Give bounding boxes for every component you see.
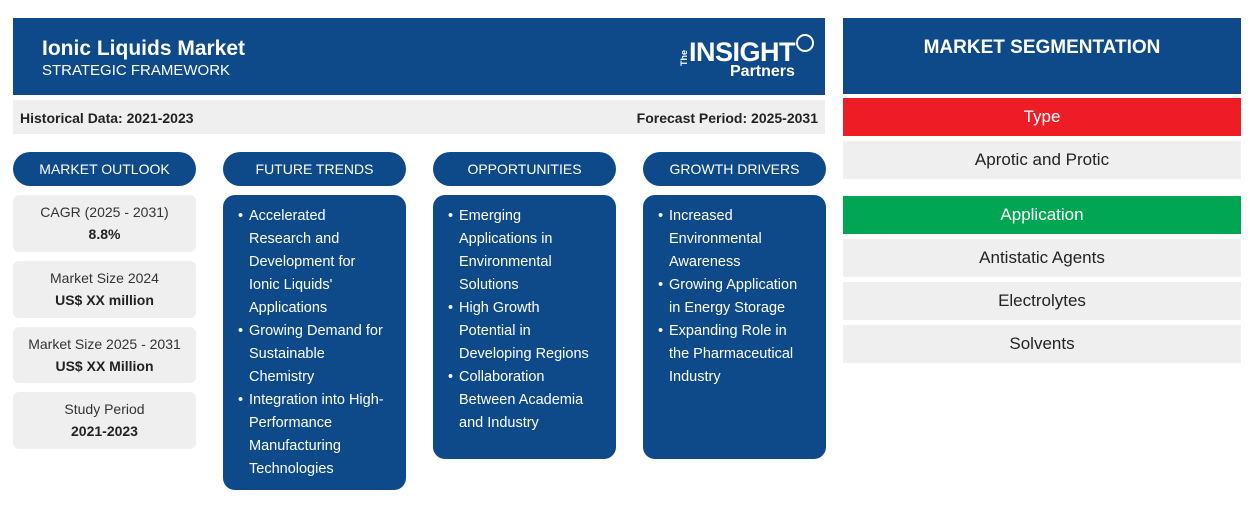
segment-item: Electrolytes [843,282,1241,320]
lightbulb-icon [796,34,814,52]
stat-market-size-2024: Market Size 2024 US$ XX million [13,261,196,318]
page-title: Ionic Liquids Market [42,37,246,60]
stat-label: Market Size 2025 - 2031 [28,336,181,352]
segment-application-heading: Application [843,196,1241,234]
header-banner: Ionic Liquids Market STRATEGIC FRAMEWORK… [13,18,825,95]
segmentation-heading: MARKET SEGMENTATION [843,18,1241,94]
stat-value: 8.8% [88,226,121,242]
segment-type-heading: Type [843,98,1241,136]
growth-drivers-heading: GROWTH DRIVERS [643,152,826,186]
segment-item: Aprotic and Protic [843,141,1241,179]
logo-insight: INSIGHT [689,37,796,67]
stat-study-period: Study Period 2021-2023 [13,392,196,449]
market-outlook-heading: MARKET OUTLOOK [13,152,196,186]
stat-value: US$ XX Million [55,358,154,374]
list-item: Integration into High-PerformanceManufac… [238,389,398,481]
logo-partners: Partners [730,63,795,80]
opportunities-heading: OPPORTUNITIES [433,152,616,186]
stat-value: US$ XX million [55,292,154,308]
stat-market-size-forecast: Market Size 2025 - 2031 US$ XX Million [13,327,196,383]
stat-cagr: CAGR (2025 - 2031) 8.8% [13,195,196,252]
future-trends-heading: FUTURE TRENDS [223,152,406,186]
insight-partners-logo: The INSIGHT Partners [663,32,814,84]
segment-item: Antistatic Agents [843,239,1241,277]
logo-the: The [679,49,689,66]
forecast-period: Forecast Period: 2025-2031 [636,110,818,126]
stat-label: Market Size 2024 [50,270,159,286]
stat-label: CAGR (2025 - 2031) [40,204,169,220]
stat-value: 2021-2023 [71,423,138,439]
historical-data: Historical Data: 2021-2023 [20,110,194,126]
period-bar: Historical Data: 2021-2023 Forecast Peri… [13,100,825,134]
segment-item: Solvents [843,325,1241,363]
stat-label: Study Period [64,401,145,417]
page-subtitle: STRATEGIC FRAMEWORK [42,62,231,79]
